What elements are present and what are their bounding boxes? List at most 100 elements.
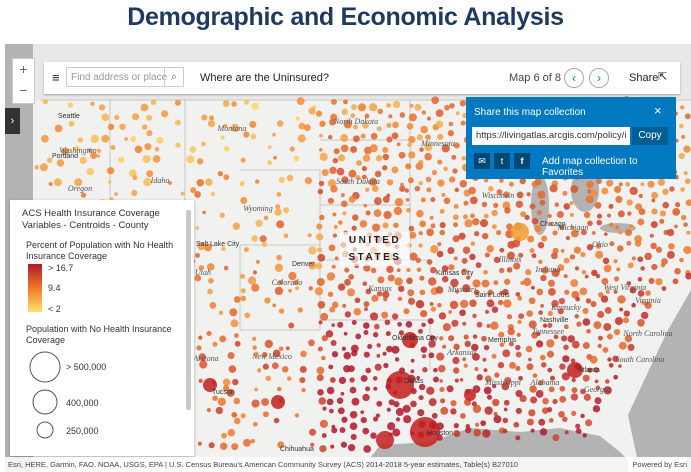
county-dot — [683, 222, 688, 228]
county-dot — [34, 165, 40, 170]
county-dot — [441, 144, 450, 153]
scrollbar[interactable] — [186, 210, 191, 410]
county-dot — [536, 210, 542, 216]
zoom-controls[interactable]: + − — [12, 58, 35, 104]
county-dot — [627, 262, 634, 269]
share-button[interactable]: Share — [629, 72, 659, 84]
county-dot — [418, 395, 424, 401]
county-dot — [585, 195, 594, 204]
county-dot — [487, 289, 494, 296]
county-dot — [552, 434, 560, 442]
county-dot — [373, 197, 382, 206]
county-dot — [547, 367, 553, 373]
county-dot — [503, 191, 510, 198]
next-button[interactable]: › — [589, 68, 609, 88]
big-dots — [203, 223, 583, 449]
county-dot — [563, 324, 569, 330]
prev-button[interactable]: ‹ — [564, 68, 584, 88]
county-dot — [680, 187, 686, 192]
county-dot — [315, 262, 323, 270]
county-dot — [487, 185, 494, 192]
county-dot — [451, 154, 457, 160]
county-dot — [339, 427, 346, 433]
county-dot — [321, 433, 327, 438]
menu-icon[interactable]: ≡ — [52, 70, 60, 85]
county-dot — [594, 397, 602, 405]
county-dot — [251, 399, 260, 408]
county-dot — [651, 263, 658, 271]
county-dot — [304, 177, 313, 185]
county-dot — [431, 96, 440, 105]
county-dot — [580, 413, 585, 419]
county-dot — [393, 401, 400, 408]
county-dot — [168, 181, 172, 185]
county-dot — [317, 253, 326, 262]
county-dot — [386, 179, 394, 186]
county-dot — [558, 410, 565, 418]
color-title: Percent of Population with No Health Ins… — [26, 240, 174, 261]
county-dot — [360, 133, 366, 139]
county-dot — [202, 210, 206, 215]
email-button[interactable]: ✉ — [474, 153, 490, 169]
state-label: Kentucky — [550, 303, 581, 312]
county-dot — [301, 387, 306, 393]
county-dot — [608, 222, 614, 228]
county-dot — [98, 104, 106, 111]
county-dot — [198, 335, 203, 340]
county-dot — [369, 144, 378, 153]
county-dot — [382, 351, 387, 356]
county-dot — [365, 386, 371, 392]
county-dot — [550, 252, 558, 260]
county-dot — [437, 159, 443, 165]
city-label: Chicago — [540, 221, 566, 228]
county-dot — [686, 230, 691, 235]
favorites-link[interactable]: Add map collection to Favorites — [542, 156, 638, 178]
share-url[interactable]: https://livingatlas.arcgis.com/policy/i — [472, 127, 630, 145]
county-dot — [425, 134, 431, 140]
county-dot — [551, 268, 560, 278]
county-dot — [351, 397, 360, 406]
county-dot — [552, 247, 559, 254]
county-dot — [575, 296, 580, 302]
county-dot — [424, 152, 432, 161]
county-dot — [527, 235, 535, 243]
county-dot — [466, 275, 471, 280]
close-button[interactable]: × — [654, 103, 662, 118]
county-dot — [421, 110, 427, 115]
county-dot — [651, 208, 658, 215]
city-label: Houston — [427, 430, 453, 437]
state-label: North Carolina — [622, 329, 672, 338]
county-dot — [308, 339, 315, 347]
county-dot — [344, 311, 352, 318]
county-dot — [531, 253, 537, 259]
county-dot — [546, 339, 555, 348]
county-dot — [496, 229, 502, 236]
county-dot — [666, 250, 675, 259]
county-dot — [297, 134, 306, 143]
county-dot — [362, 427, 370, 435]
search-button[interactable]: ⌕ — [164, 67, 184, 87]
facebook-button[interactable]: f — [514, 153, 530, 169]
county-dot — [73, 146, 80, 152]
county-dot — [415, 257, 422, 264]
attribution-sources: Esri, HERE, Garmin, FAO, NOAA, USGS, EPA… — [8, 460, 518, 469]
county-dot — [569, 254, 576, 260]
county-dot — [472, 352, 480, 361]
county-dot — [650, 242, 657, 250]
county-dot — [340, 200, 348, 208]
county-dot — [518, 313, 525, 320]
copy-button[interactable]: Copy — [632, 127, 668, 145]
county-dot — [635, 203, 643, 211]
twitter-button[interactable]: t — [494, 153, 510, 169]
county-dot — [452, 356, 460, 365]
county-dot — [448, 121, 454, 127]
county-dot — [494, 372, 500, 378]
color-stop: > 16.7 — [48, 263, 74, 273]
expand-button[interactable]: › — [5, 108, 20, 134]
county-dot — [201, 114, 208, 121]
county-dot — [528, 409, 536, 417]
county-dot — [407, 297, 416, 305]
county-dot — [231, 443, 239, 451]
county-dot — [403, 415, 412, 424]
county-dot — [276, 254, 282, 261]
